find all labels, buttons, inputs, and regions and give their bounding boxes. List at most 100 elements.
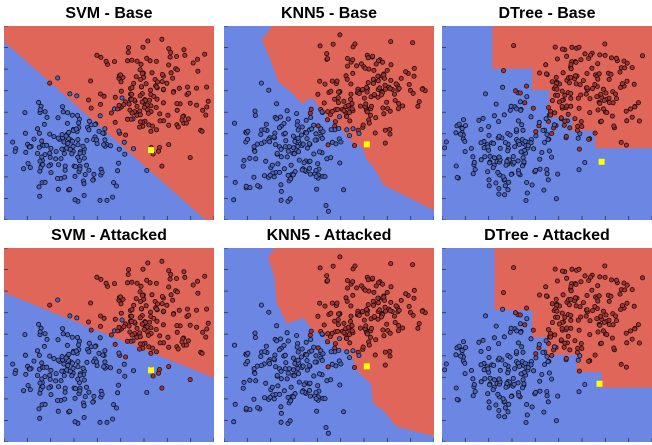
data-point-class-b [147, 309, 153, 315]
data-point-class-b [141, 104, 147, 110]
data-point-class-b [546, 105, 552, 111]
data-point-class-b [147, 319, 153, 325]
data-point-class-a [81, 414, 87, 420]
data-point-class-b [330, 41, 336, 47]
data-point-class-b [134, 325, 140, 331]
data-point-class-b [179, 339, 185, 345]
data-point-class-a [254, 363, 260, 369]
data-point-class-a [531, 368, 537, 374]
data-point-class-b [582, 51, 588, 57]
data-point-class-a [108, 143, 114, 149]
data-point-class-b [165, 112, 171, 118]
data-point-class-b [193, 85, 199, 91]
data-point-class-a [232, 401, 238, 407]
data-point-class-b [131, 302, 137, 308]
data-point-class-b [190, 282, 196, 288]
data-point-class-a [102, 137, 108, 143]
data-point-class-a [60, 326, 66, 332]
data-point-class-a [263, 380, 269, 386]
data-point-class-a [453, 385, 459, 391]
data-point-class-b [170, 89, 176, 95]
data-point-class-a [27, 387, 33, 393]
data-point-class-b [153, 127, 159, 133]
data-point-class-a [278, 404, 284, 410]
data-point-class-b [382, 304, 388, 310]
data-point-class-a [40, 384, 46, 390]
data-point-class-b [200, 107, 206, 113]
data-point-class-a [287, 196, 293, 202]
data-point-class-b [380, 327, 386, 333]
decision-region-class-b [4, 248, 214, 378]
data-point-class-a [51, 356, 57, 362]
data-point-class-a [295, 349, 301, 355]
data-point-class-a [551, 122, 557, 128]
data-point-class-b [592, 82, 598, 88]
data-point-class-b [349, 106, 355, 112]
data-point-class-a [97, 113, 103, 119]
data-point-class-a [304, 130, 310, 136]
data-point-class-a [75, 364, 81, 370]
data-point-class-b [360, 122, 366, 128]
data-point-class-b [159, 72, 165, 78]
data-point-class-a [37, 107, 43, 113]
data-point-class-a [294, 333, 300, 339]
data-point-class-b [589, 308, 595, 314]
data-point-class-b [410, 262, 416, 268]
data-point-class-b [562, 314, 568, 320]
data-point-class-b [166, 142, 172, 148]
data-point-class-b [375, 295, 381, 301]
data-point-class-b [388, 299, 394, 305]
data-point-class-b [382, 86, 388, 92]
data-point-class-b [146, 344, 152, 350]
data-point-class-b [118, 88, 124, 94]
data-point-class-a [82, 394, 88, 400]
data-point-class-a [285, 338, 291, 344]
data-point-class-b [629, 336, 635, 342]
data-point-class-b [336, 89, 342, 95]
data-point-class-b [149, 292, 155, 298]
data-point-class-a [285, 394, 291, 400]
data-point-class-b [148, 128, 154, 134]
data-point-class-b [597, 274, 603, 280]
data-point-class-b [597, 52, 603, 58]
data-point-class-b [185, 338, 191, 344]
data-point-class-a [62, 385, 68, 391]
data-point-class-a [442, 145, 448, 151]
data-point-class-b [568, 74, 574, 80]
data-point-class-a [53, 378, 59, 384]
data-point-class-a [288, 398, 294, 404]
data-point-class-a [67, 186, 73, 192]
data-point-class-b [157, 340, 163, 346]
data-point-class-a [119, 95, 125, 101]
data-point-class-b [403, 291, 409, 297]
data-point-class-b [137, 112, 143, 118]
data-point-class-a [70, 138, 76, 144]
data-point-class-b [341, 330, 347, 336]
data-point-class-a [284, 154, 290, 160]
data-point-class-a [271, 356, 277, 362]
data-point-class-b [560, 292, 566, 298]
data-point-class-b [398, 297, 404, 303]
target-point [148, 147, 154, 154]
data-point-class-b [618, 361, 624, 367]
data-point-class-b [598, 340, 604, 346]
data-point-class-b [194, 102, 200, 108]
data-point-class-a [303, 117, 309, 123]
data-point-class-a [116, 368, 122, 374]
chart-title: SVM - Base [65, 5, 153, 22]
data-point-class-a [277, 169, 283, 175]
data-point-class-a [533, 167, 539, 173]
data-point-class-b [559, 326, 565, 332]
data-point-class-a [58, 378, 64, 384]
data-point-class-a [482, 154, 488, 160]
data-point-class-b [370, 76, 376, 82]
data-point-class-b [602, 52, 608, 58]
data-point-class-b [572, 338, 578, 344]
data-point-class-b [568, 95, 574, 101]
data-point-class-a [86, 389, 92, 395]
data-point-class-a [471, 159, 477, 165]
data-point-class-a [519, 344, 525, 350]
data-point-class-a [75, 359, 81, 365]
data-point-class-b [602, 263, 608, 269]
data-point-class-b [98, 313, 104, 319]
